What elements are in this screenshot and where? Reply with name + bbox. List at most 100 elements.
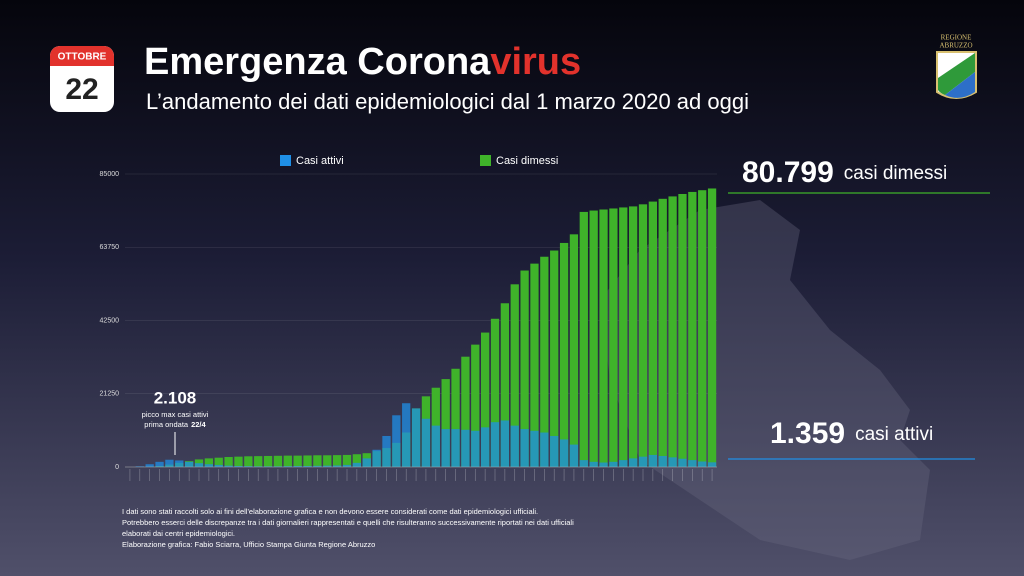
y-tick-label: 63750 [100, 244, 120, 251]
bar [204, 458, 214, 467]
bar [688, 460, 697, 467]
legend-label: Casi dimessi [496, 155, 558, 167]
y-tick-label: 42500 [100, 317, 120, 324]
bar [372, 449, 381, 467]
bar [490, 422, 500, 467]
bar [599, 462, 608, 467]
bar [263, 455, 273, 467]
annotation: 1.359 casi attivi [770, 417, 933, 450]
bar [480, 332, 490, 467]
bar [628, 458, 638, 467]
bar [214, 464, 223, 467]
bar [569, 234, 579, 467]
logo-shape [945, 72, 975, 98]
annotation-value: 80.799 [742, 156, 834, 189]
bar [609, 208, 618, 467]
bar [658, 455, 667, 467]
bar [323, 455, 332, 467]
notes: I dati sono stati raccolti solo ai fini … [122, 507, 574, 549]
y-tick-label: 21250 [100, 391, 120, 398]
bar [698, 461, 707, 467]
bar [668, 196, 677, 467]
bar [619, 460, 628, 467]
bar [352, 462, 362, 467]
bar [668, 457, 677, 467]
bar [332, 465, 342, 467]
bar [540, 256, 549, 467]
chart-subtitle: L’andamento dei dati epidemiologici dal … [146, 89, 749, 114]
bar [510, 425, 519, 467]
bar [342, 454, 352, 467]
bar [313, 455, 322, 467]
bar [461, 356, 470, 467]
bar [619, 207, 628, 468]
bar [678, 193, 687, 468]
bar [362, 458, 371, 467]
bar [579, 211, 588, 467]
logo-text: REGIONE [941, 34, 972, 42]
calendar-day: 22 [65, 73, 98, 106]
bar [688, 191, 697, 467]
bar [283, 466, 292, 467]
bar [135, 466, 144, 467]
bar [392, 415, 401, 467]
bar [254, 456, 263, 467]
note: elaborati dai centri epidemiologici. [122, 529, 235, 538]
bar [175, 460, 184, 467]
bar [648, 454, 658, 467]
bar [510, 284, 519, 467]
bar [273, 455, 283, 467]
bar [411, 408, 421, 467]
bar [609, 461, 618, 467]
bar [303, 455, 312, 467]
bar [559, 439, 569, 467]
logo-shape [938, 53, 975, 95]
bar [500, 420, 510, 467]
title-text: Emergenza Corona [144, 41, 491, 83]
bar [165, 459, 174, 467]
bar [155, 461, 164, 467]
bar [224, 457, 233, 467]
bar [569, 444, 579, 467]
bar [698, 190, 707, 467]
bar [323, 465, 332, 467]
bar [658, 198, 667, 467]
bar [451, 429, 460, 467]
note: Elaborazione grafica: Fabio Sciarra, Uff… [122, 540, 375, 549]
annotation-text: prima ondata 22/4 [144, 420, 206, 429]
bar [461, 429, 470, 467]
bar [707, 188, 717, 468]
note: I dati sono stati raccolti solo ai fini … [122, 507, 538, 516]
bar [589, 461, 598, 467]
bar [313, 465, 322, 467]
bar [638, 204, 648, 468]
bar [530, 263, 539, 467]
bar [273, 466, 283, 467]
bar [579, 460, 588, 467]
bar [184, 461, 194, 467]
bar [678, 458, 687, 467]
bar [293, 455, 302, 467]
bar [441, 429, 450, 467]
bar [471, 430, 480, 467]
bar [204, 464, 214, 467]
bar [303, 465, 312, 467]
bar [283, 455, 292, 467]
bar [490, 318, 500, 467]
annotation-text: prima ondata [144, 420, 189, 429]
bar [194, 463, 204, 467]
legend-label: Casi attivi [296, 155, 344, 167]
bar [342, 464, 352, 467]
bar [431, 425, 440, 467]
annotation-text: casi attivi [855, 424, 933, 445]
bar [520, 270, 529, 467]
bar [559, 242, 569, 467]
annotation-value: 1.359 [770, 417, 845, 450]
bar [648, 201, 658, 467]
bar [520, 429, 529, 467]
bar [599, 209, 608, 467]
bar [402, 403, 411, 467]
bar [540, 432, 549, 467]
